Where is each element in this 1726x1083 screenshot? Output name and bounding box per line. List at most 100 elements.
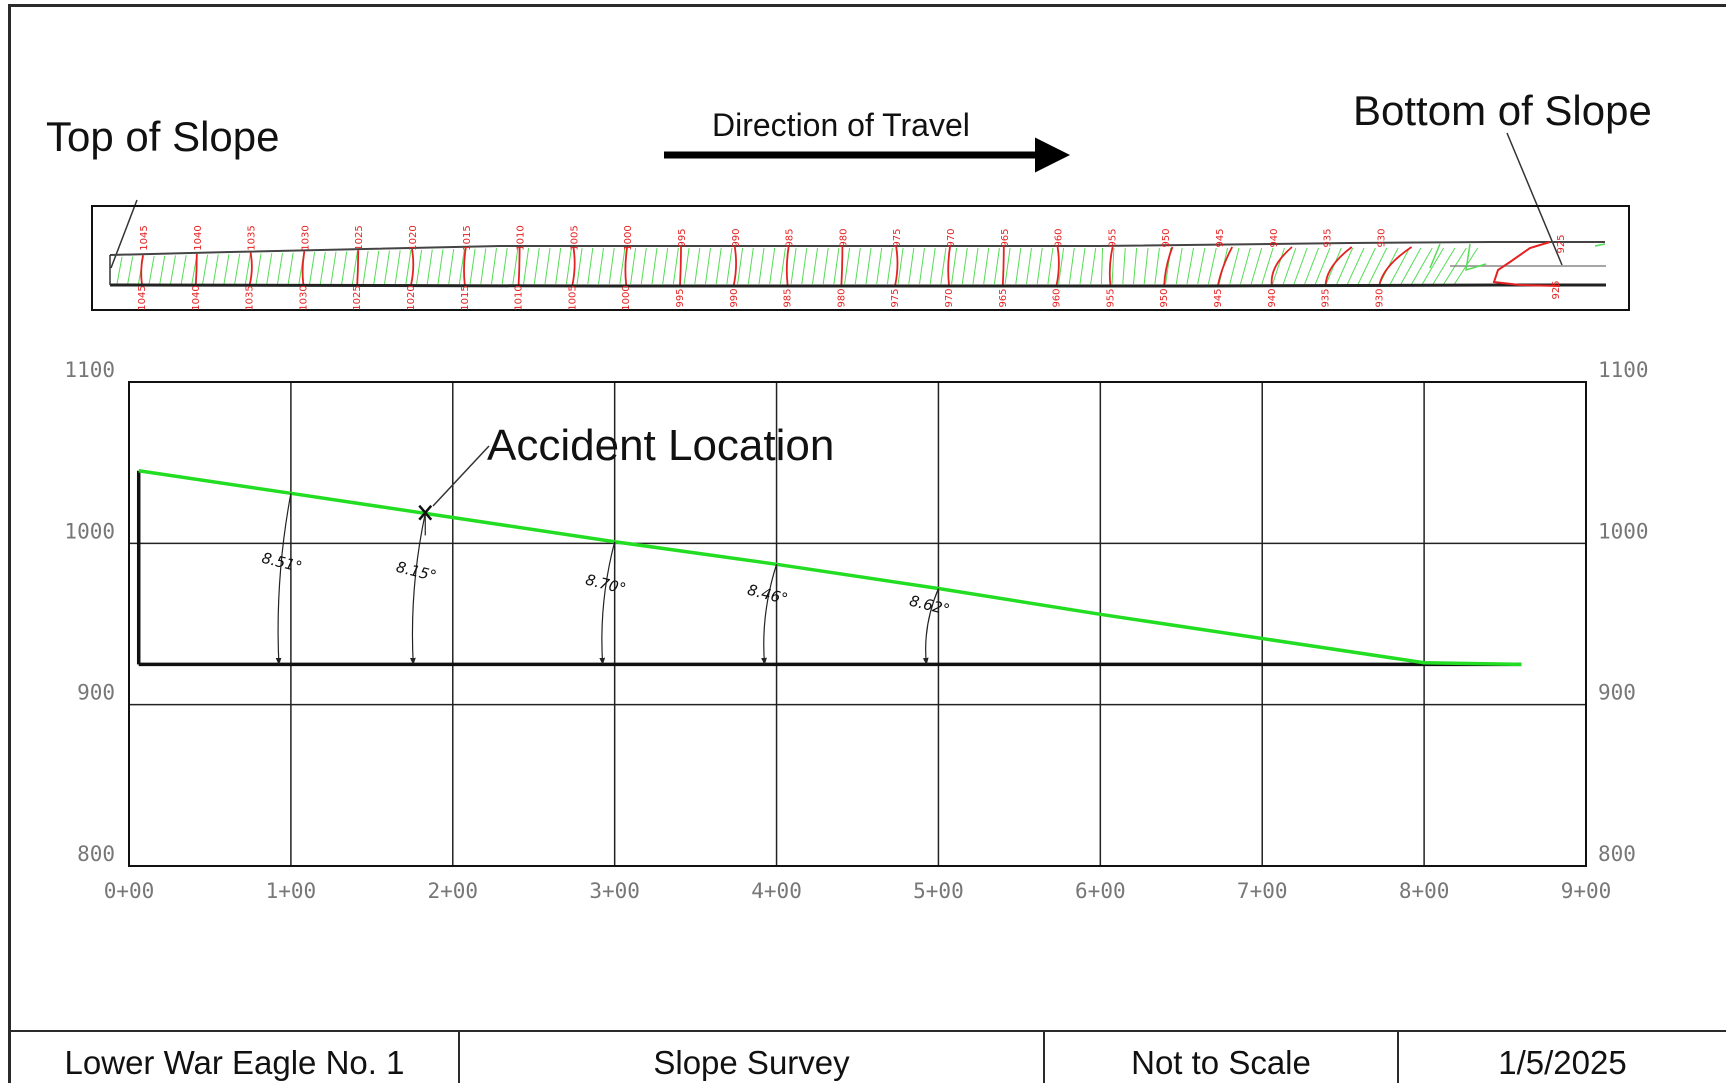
minor-contour — [480, 248, 487, 285]
y-tick-label-right: 900 — [1598, 681, 1636, 705]
major-contour — [1324, 246, 1353, 286]
contour-label-top: 1045 — [139, 225, 150, 250]
minor-contour — [886, 247, 893, 285]
minor-contour — [394, 250, 401, 285]
contour-label-bottom: 1040 — [191, 285, 202, 310]
minor-contour — [1100, 247, 1104, 285]
minor-contour — [1240, 247, 1251, 285]
minor-contour — [1154, 247, 1160, 285]
top-of-slope-leader — [110, 199, 138, 269]
scale-note: Not to Scale — [1131, 1044, 1311, 1081]
minor-contour — [1207, 247, 1217, 285]
minor-contour — [1122, 247, 1126, 285]
contour-label-bottom: 935 — [1321, 288, 1332, 307]
minor-contour — [1293, 247, 1308, 285]
contour-label-top: 1035 — [247, 225, 258, 250]
y-tick-label-left: 1100 — [64, 358, 115, 382]
minor-contour — [801, 247, 808, 285]
minor-contour — [512, 247, 519, 285]
minor-contour — [1197, 247, 1206, 285]
contour-label-top: 1020 — [408, 225, 419, 250]
minor-contour — [1186, 247, 1194, 285]
plan-bottom-edge — [109, 283, 1606, 288]
minor-contour — [929, 247, 936, 285]
minor-contour — [384, 250, 390, 285]
minor-contour — [244, 253, 251, 285]
drawing-canvas: Top of Slope Direction of Travel Bottom … — [46, 87, 1652, 903]
slope-angle-label: 8.70° — [584, 571, 628, 598]
drawing-date: 1/5/2025 — [1498, 1044, 1627, 1081]
y-axis-left: 1100 1000 900 800 — [64, 358, 115, 866]
plan-contour-labels-top: 1045 1040 1035 1030 1025 1020 1015 1010 1005 1000… — [139, 225, 1567, 253]
minor-contour — [854, 247, 861, 285]
minor-contour — [651, 247, 658, 285]
y-tick-label-right: 1100 — [1598, 358, 1649, 382]
minor-contour — [705, 247, 711, 285]
x-axis: 0+00 1+00 2+00 3+00 4+00 5+00 6+00 7+00 8+00 9+00 — [104, 879, 1612, 903]
minor-contour — [223, 254, 230, 285]
minor-contour — [694, 247, 701, 285]
minor-contour — [576, 247, 583, 285]
minor-contour — [416, 249, 423, 285]
y-tick-label-left: 900 — [77, 681, 115, 705]
minor-contour — [876, 247, 883, 285]
x-tick-label: 6+00 — [1075, 879, 1126, 903]
minor-contour — [972, 247, 979, 285]
contour-label-bottom: 1045 — [137, 285, 148, 310]
minor-contour — [1421, 247, 1445, 285]
minor-contour — [1068, 247, 1075, 285]
minor-contour — [405, 249, 412, 285]
contour-label-top: 1015 — [462, 225, 473, 250]
minor-contour — [330, 251, 337, 285]
plan-minor-contours — [116, 247, 1479, 285]
contour-label-top: 965 — [1000, 228, 1011, 247]
minor-contour — [287, 252, 294, 285]
contour-label-bottom: 945 — [1213, 288, 1224, 307]
y-tick-label-left: 1000 — [64, 519, 115, 543]
minor-contour — [608, 247, 615, 285]
x-tick-label: 7+00 — [1237, 879, 1288, 903]
minor-contour — [1026, 247, 1032, 285]
x-tick-label: 9+00 — [1561, 879, 1612, 903]
plan-view-frame — [91, 205, 1630, 311]
contour-label-top: 1005 — [569, 225, 580, 250]
minor-contour — [1400, 247, 1422, 285]
minor-contour — [309, 252, 316, 285]
minor-contour — [951, 247, 958, 285]
major-contour — [356, 250, 360, 286]
minor-contour — [683, 247, 690, 285]
profile-shape — [136, 469, 1522, 667]
major-contour — [571, 246, 576, 286]
y-tick-label-right: 800 — [1598, 842, 1636, 866]
minor-contour — [833, 247, 840, 285]
minor-contour — [619, 247, 626, 285]
minor-contour — [255, 253, 262, 285]
minor-contour — [341, 251, 348, 285]
contour-label-bottom: 1020 — [406, 285, 417, 310]
minor-contour — [1015, 247, 1022, 285]
contour-label-top: 970 — [946, 228, 957, 247]
slope-angle-arc — [761, 564, 778, 666]
minor-contour — [662, 247, 669, 285]
major-contour — [248, 252, 253, 286]
minor-contour — [170, 255, 176, 285]
contour-label-top: 1025 — [354, 225, 365, 250]
minor-contour — [715, 247, 722, 285]
minor-contour — [1389, 247, 1410, 285]
minor-contour — [993, 247, 1000, 285]
major-contour — [840, 246, 844, 286]
contour-label-bottom: 975 — [890, 288, 901, 307]
minor-contour — [1079, 247, 1086, 285]
x-tick-label: 3+00 — [589, 879, 640, 903]
major-contour — [194, 253, 198, 286]
contour-label-bottom: 980 — [836, 288, 847, 307]
major-contour — [1217, 246, 1234, 286]
slope-angle-annotations: 8.51° 8.15° 8.70° 8.46° 8.62° — [260, 493, 952, 666]
contour-label-bottom: 970 — [944, 288, 955, 307]
contour-label-bottom: 995 — [675, 288, 686, 307]
minor-contour — [202, 254, 209, 285]
minor-contour — [630, 247, 637, 285]
slope-angle-arc — [275, 493, 292, 666]
contour-label-top: 955 — [1107, 228, 1118, 247]
minor-contour — [1133, 247, 1138, 285]
